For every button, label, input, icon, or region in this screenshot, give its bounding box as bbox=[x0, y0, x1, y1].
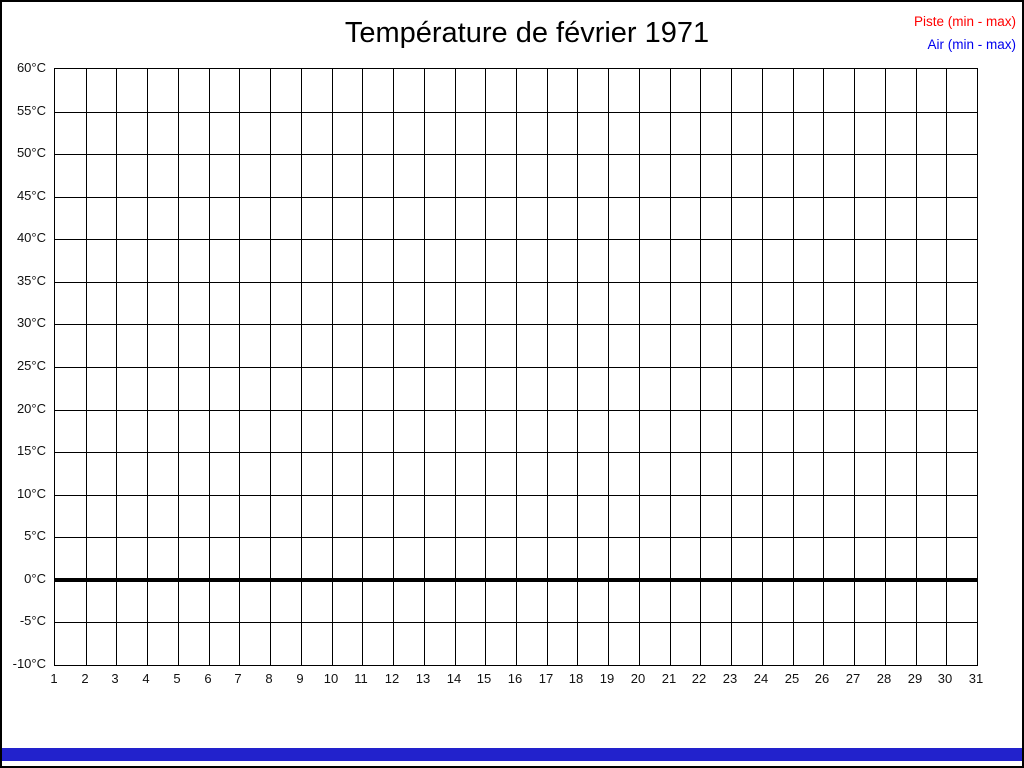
gridline-vertical bbox=[178, 69, 179, 665]
x-tick-label: 18 bbox=[568, 671, 584, 686]
y-tick-label: -10°C bbox=[12, 656, 46, 671]
gridline-vertical bbox=[362, 69, 363, 665]
gridline-vertical bbox=[639, 69, 640, 665]
y-tick-label: 35°C bbox=[16, 273, 46, 288]
x-tick-label: 11 bbox=[354, 671, 368, 686]
x-tick-label: 22 bbox=[691, 671, 707, 686]
y-tick-label: 25°C bbox=[16, 358, 46, 373]
gridline-vertical bbox=[393, 69, 394, 665]
gridline-vertical bbox=[424, 69, 425, 665]
y-tick-label: 45°C bbox=[16, 188, 46, 203]
x-tick-label: 24 bbox=[753, 671, 769, 686]
gridline-vertical bbox=[885, 69, 886, 665]
x-tick-label: 3 bbox=[111, 671, 119, 686]
y-tick-label: 0°C bbox=[24, 571, 46, 586]
chart-title: Température de février 1971 bbox=[344, 17, 710, 49]
x-tick-label: 25 bbox=[784, 671, 800, 686]
gridline-vertical bbox=[916, 69, 917, 665]
x-tick-label: 4 bbox=[142, 671, 150, 686]
y-tick-label: 40°C bbox=[16, 230, 46, 245]
gridline-vertical bbox=[86, 69, 87, 665]
x-tick-label: 19 bbox=[599, 671, 615, 686]
x-tick-label: 26 bbox=[814, 671, 830, 686]
gridline-vertical bbox=[455, 69, 456, 665]
gridline-vertical bbox=[301, 69, 302, 665]
x-tick-label: 8 bbox=[265, 671, 273, 686]
gridline-vertical bbox=[823, 69, 824, 665]
y-tick-label: 15°C bbox=[16, 443, 46, 458]
x-tick-label: 14 bbox=[446, 671, 462, 686]
x-tick-label: 30 bbox=[937, 671, 953, 686]
x-tick-label: 5 bbox=[173, 671, 181, 686]
gridline-vertical bbox=[577, 69, 578, 665]
y-tick-label: 30°C bbox=[16, 315, 46, 330]
legend-entry-piste: Piste (min - max) bbox=[913, 14, 1016, 29]
gridline-vertical bbox=[731, 69, 732, 665]
gridline-vertical bbox=[793, 69, 794, 665]
legend-entry-air: Air (min - max) bbox=[927, 37, 1017, 52]
y-tick-label: 20°C bbox=[16, 401, 46, 416]
y-tick-label: 55°C bbox=[16, 103, 46, 118]
x-tick-label: 16 bbox=[507, 671, 523, 686]
x-tick-label: 12 bbox=[384, 671, 400, 686]
x-tick-label: 29 bbox=[907, 671, 923, 686]
gridline-vertical bbox=[147, 69, 148, 665]
x-tick-label: 7 bbox=[234, 671, 242, 686]
x-tick-label: 20 bbox=[630, 671, 646, 686]
gridline-vertical bbox=[239, 69, 240, 665]
x-tick-label: 9 bbox=[296, 671, 304, 686]
gridline-vertical bbox=[332, 69, 333, 665]
y-tick-label: 5°C bbox=[24, 528, 46, 543]
x-tick-label: 17 bbox=[538, 671, 554, 686]
y-tick-label: 60°C bbox=[16, 60, 46, 75]
x-tick-label: 23 bbox=[722, 671, 738, 686]
y-tick-label: 50°C bbox=[16, 145, 46, 160]
x-tick-label: 1 bbox=[50, 671, 58, 686]
x-tick-label: 31 bbox=[968, 671, 984, 686]
gridline-vertical bbox=[608, 69, 609, 665]
x-tick-label: 2 bbox=[81, 671, 89, 686]
gridline-vertical bbox=[762, 69, 763, 665]
footer-bar bbox=[2, 748, 1022, 761]
gridline-vertical bbox=[547, 69, 548, 665]
gridline-vertical bbox=[116, 69, 117, 665]
x-tick-label: 21 bbox=[661, 671, 677, 686]
x-tick-label: 13 bbox=[415, 671, 431, 686]
y-tick-label: -5°C bbox=[19, 613, 46, 628]
gridline-vertical bbox=[670, 69, 671, 665]
x-tick-label: 6 bbox=[204, 671, 212, 686]
gridline-vertical bbox=[946, 69, 947, 665]
gridline-vertical bbox=[270, 69, 271, 665]
x-tick-label: 27 bbox=[845, 671, 861, 686]
gridline-vertical bbox=[516, 69, 517, 665]
x-tick-label: 15 bbox=[476, 671, 492, 686]
x-tick-label: 10 bbox=[323, 671, 339, 686]
gridline-vertical bbox=[209, 69, 210, 665]
gridline-vertical bbox=[485, 69, 486, 665]
chart-legend: Piste (min - max) Air (min - max) bbox=[914, 10, 1016, 56]
x-tick-label: 28 bbox=[876, 671, 892, 686]
y-tick-label: 10°C bbox=[16, 486, 46, 501]
plot-area bbox=[54, 68, 978, 666]
gridline-vertical bbox=[854, 69, 855, 665]
gridline-vertical bbox=[700, 69, 701, 665]
